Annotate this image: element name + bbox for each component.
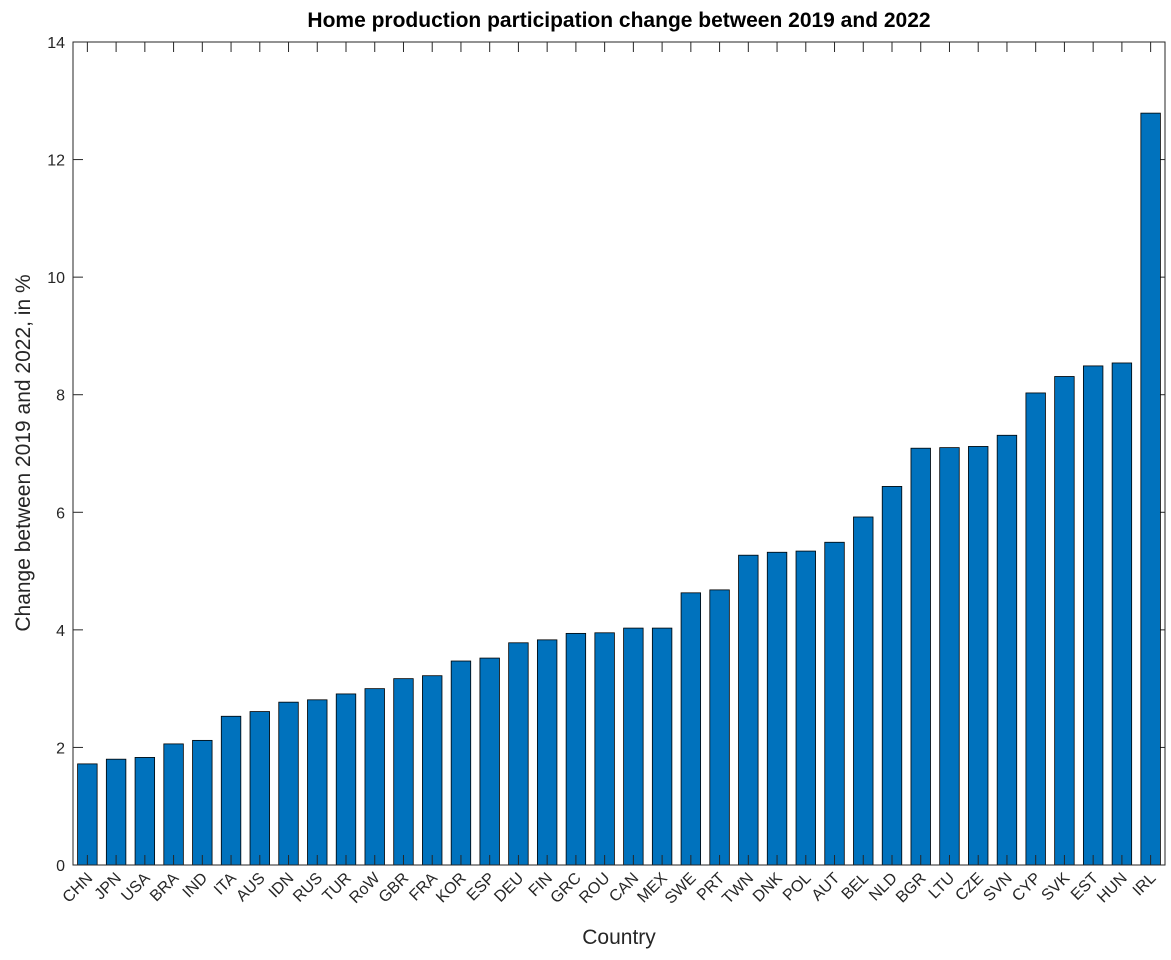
bar	[77, 763, 98, 866]
y-tick-label: 12	[47, 153, 65, 170]
x-tick-label: GRC	[548, 870, 585, 907]
x-tick-label: JPN	[92, 870, 125, 903]
bar	[824, 541, 845, 866]
x-axis-label: Country	[582, 926, 656, 949]
x-tick-label: NLD	[866, 870, 901, 905]
x-tick-label: MEX	[634, 870, 671, 907]
chart-title: Home production participation change bet…	[307, 9, 930, 32]
bar	[594, 632, 615, 866]
x-tick-label: TUR	[320, 870, 355, 905]
x-tick-label: GBR	[376, 870, 413, 907]
bar	[249, 711, 270, 866]
y-tick-label: 6	[56, 505, 65, 522]
bar	[853, 516, 874, 866]
bar	[508, 642, 529, 866]
x-tick-label: FRA	[406, 870, 441, 905]
bar	[1025, 392, 1046, 866]
x-tick-label: CHN	[60, 870, 97, 907]
bar	[307, 699, 328, 866]
x-tick-label: SVK	[1039, 870, 1074, 905]
y-tick-label: 10	[47, 270, 65, 287]
bar	[393, 678, 414, 866]
bar	[968, 446, 989, 866]
y-tick-label: 0	[56, 858, 65, 875]
x-tick-label: DEU	[491, 870, 527, 906]
x-tick-label: KOR	[433, 870, 470, 907]
bar	[192, 739, 213, 866]
bar	[795, 550, 816, 866]
x-tick-label: SWE	[662, 870, 700, 908]
bar	[105, 758, 127, 866]
bar	[134, 757, 156, 866]
bar	[1140, 112, 1161, 866]
x-tick-label: RoW	[346, 869, 384, 907]
x-tick-label: DNK	[750, 870, 786, 906]
y-tick-label: 4	[56, 623, 65, 640]
y-tick-label: 2	[56, 740, 65, 757]
x-tick-label: USA	[118, 870, 154, 906]
bar	[680, 592, 702, 866]
bar	[709, 589, 730, 866]
x-tick-label: EST	[1068, 870, 1102, 904]
x-tick-label: ESP	[464, 870, 499, 905]
bar	[1054, 376, 1075, 866]
bar	[163, 743, 184, 866]
bar	[335, 693, 357, 866]
x-tick-label: IRL	[1130, 870, 1160, 900]
bar	[220, 715, 242, 866]
bar	[450, 660, 472, 866]
x-tick-label: LTU	[926, 870, 959, 903]
bar	[422, 675, 443, 866]
bar	[1082, 365, 1104, 866]
x-tick-label: CZE	[952, 870, 987, 905]
x-tick-label: RUS	[290, 870, 326, 906]
bar	[278, 701, 299, 866]
x-tick-label: BRA	[147, 870, 183, 906]
bar	[738, 554, 759, 866]
bar	[910, 447, 931, 866]
bar	[364, 688, 385, 866]
x-tick-label: IND	[180, 870, 212, 902]
bar	[623, 627, 644, 866]
x-tick-label: ROU	[576, 870, 613, 907]
bar	[536, 639, 558, 866]
x-tick-label: TWN	[719, 870, 757, 908]
bar	[881, 486, 903, 866]
x-tick-label: BGR	[893, 870, 930, 907]
bar	[996, 434, 1018, 866]
bar	[1111, 362, 1133, 866]
x-tick-label: CAN	[606, 870, 642, 906]
x-tick-label: CYP	[1009, 870, 1044, 905]
bar	[939, 447, 960, 866]
bar	[479, 657, 500, 866]
x-tick-label: HUN	[1094, 870, 1131, 907]
plot-frame	[72, 41, 1166, 866]
bar	[565, 632, 587, 866]
x-tick-label: POL	[780, 870, 815, 905]
y-tick-label: 8	[56, 388, 65, 405]
x-tick-label: AUS	[233, 870, 268, 905]
bar	[651, 627, 673, 866]
x-tick-label: SVN	[980, 870, 1015, 905]
y-tick-label: 14	[47, 35, 65, 52]
bar	[766, 551, 788, 866]
x-tick-label: BEL	[839, 870, 872, 903]
y-axis-label: Change between 2019 and 2022, in %	[12, 274, 35, 631]
x-tick-label: AUT	[809, 870, 844, 905]
